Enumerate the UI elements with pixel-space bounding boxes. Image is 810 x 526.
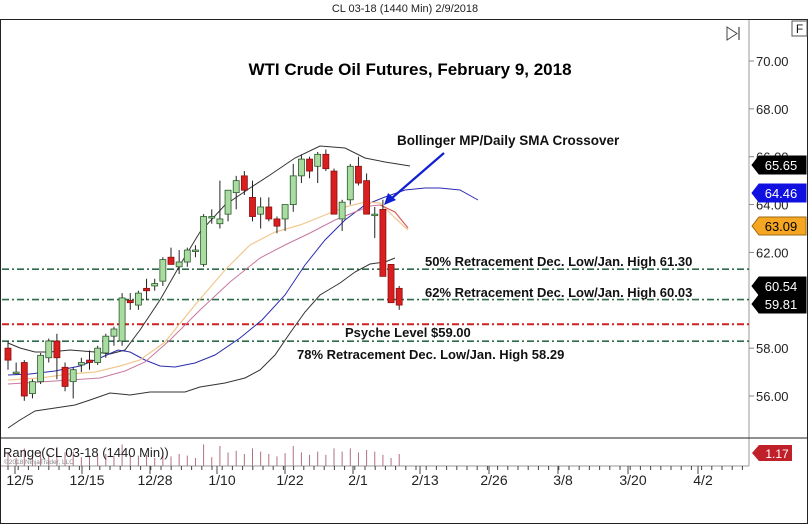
annotation-arrow — [391, 152, 445, 199]
date-tick-label: 2/13 — [411, 472, 438, 488]
price-markers: 65.65 64.46 63.09 60.54 59.81 — [751, 155, 807, 314]
bear-candle — [20, 362, 28, 397]
bear-candle — [4, 347, 12, 361]
level-label-psyche: Psyche Level $59.00 — [345, 325, 471, 340]
bear-candle — [86, 359, 93, 363]
bull-candle — [69, 369, 77, 383]
date-tick-label: 3/8 — [553, 472, 573, 488]
bear-candle — [167, 256, 175, 265]
scroll-to-end-button[interactable] — [726, 26, 740, 41]
date-tick-label: 12/28 — [137, 472, 172, 488]
bull-candle — [224, 189, 232, 215]
price-marker: 63.09 — [751, 216, 807, 236]
date-tick-label: 1/10 — [208, 472, 235, 488]
price-tick-label: 62.00 — [756, 245, 789, 260]
skip-to-end-icon — [726, 26, 738, 41]
bull-candle — [118, 297, 126, 342]
date-tick-label: 12/15 — [69, 472, 104, 488]
bear-candle — [395, 287, 403, 306]
date-tick-label: 4/2 — [693, 472, 713, 488]
date-tick-label: 2/26 — [480, 472, 507, 488]
bull-candle — [175, 261, 183, 268]
bull-candle — [183, 249, 191, 263]
bull-candle — [232, 180, 240, 194]
price-marker: 64.46 — [751, 183, 807, 203]
price-tick-label: 56.00 — [756, 389, 789, 404]
bull-candle — [45, 340, 53, 359]
bull-candle — [346, 165, 354, 201]
candlesticks — [4, 149, 403, 401]
bull-candle — [12, 371, 20, 374]
bull-candle — [216, 218, 224, 225]
svg-text:65.65: 65.65 — [765, 158, 798, 173]
chart-title: WTI Crude Oil Futures, February 9, 2018 — [248, 60, 571, 79]
window-title: CL 03-18 (1440 Min) 2/9/2018 — [331, 3, 479, 15]
svg-text:59.81: 59.81 — [765, 297, 798, 312]
level-label-62: 62% Retracement Dec. Low/Jan. High 60.03 — [425, 285, 692, 300]
bear-candle — [61, 366, 69, 387]
bull-candle — [371, 213, 379, 217]
svg-text:63.09: 63.09 — [765, 219, 798, 234]
svg-text:F: F — [796, 22, 803, 36]
range-panel-title: Range(CL 03-18 (1440 Min)) — [3, 445, 169, 460]
bull-candle — [77, 362, 85, 366]
bear-candle — [240, 175, 248, 191]
bear-candle — [53, 340, 61, 359]
range-value-marker: 1.17 — [752, 445, 792, 461]
price-tick-label: 70.00 — [756, 54, 789, 69]
bear-candle — [387, 264, 395, 304]
date-tick-label: 1/22 — [276, 472, 303, 488]
bull-candle — [338, 201, 346, 220]
horizontal-levels — [2, 268, 749, 343]
date-tick-label: 3/20 — [619, 472, 646, 488]
date-tick-label: 12/5 — [6, 472, 33, 488]
f-button[interactable]: F — [791, 20, 808, 37]
bull-candle — [134, 292, 142, 306]
bear-candle — [273, 218, 281, 227]
level-label-50: 50% Retracement Dec. Low/Jan. High 61.30 — [425, 254, 692, 269]
price-marker: 65.65 — [751, 155, 807, 175]
bull-candle — [159, 259, 167, 282]
bull-candle — [297, 158, 305, 177]
bear-candle — [306, 158, 313, 172]
bear-candle — [355, 165, 362, 184]
bear-candle — [330, 170, 338, 215]
chart-frame — [0, 19, 808, 524]
copyright-text: ©2018 NinjaTrader, LLC — [4, 458, 74, 466]
price-marker: 59.81 — [751, 294, 807, 314]
crossover-annotation: Bollinger MP/Daily SMA Crossover — [397, 133, 620, 148]
price-tick-label: 58.00 — [756, 341, 789, 356]
bull-candle — [192, 249, 199, 252]
bull-candle — [257, 206, 265, 215]
bear-candle — [379, 208, 387, 277]
bull-candle — [110, 328, 118, 337]
bull-candle — [151, 283, 159, 287]
price-marker: 60.54 — [751, 276, 807, 296]
bear-candle — [363, 180, 371, 215]
range-panel — [7, 444, 400, 466]
date-tick-label: 2/1 — [348, 472, 368, 488]
bull-candle — [200, 216, 208, 265]
time-axis: 12/5 12/15 12/28 1/10 1/22 2/1 2/13 2/26 3/8 3/20… — [6, 466, 743, 488]
bull-candle — [102, 335, 110, 354]
bull-candle — [208, 216, 216, 219]
bear-candle — [126, 299, 134, 304]
bull-candle — [94, 347, 102, 363]
bear-candle — [322, 153, 330, 170]
svg-text:64.46: 64.46 — [765, 186, 798, 201]
bull-candle — [29, 381, 36, 395]
svg-text:60.54: 60.54 — [765, 279, 798, 294]
bear-candle — [265, 206, 273, 220]
bear-candle — [143, 287, 150, 292]
bear-candle — [249, 197, 256, 217]
price-tick-label: 68.00 — [756, 102, 789, 117]
bull-candle — [314, 153, 322, 167]
bull-candle — [289, 175, 297, 205]
svg-text:1.17: 1.17 — [765, 447, 789, 461]
level-label-78: 78% Retracement Dec. Low/Jan. High 58.29 — [297, 347, 564, 362]
bull-candle — [281, 204, 289, 220]
bull-candle — [37, 354, 44, 383]
arrow-head-icon — [384, 193, 396, 205]
